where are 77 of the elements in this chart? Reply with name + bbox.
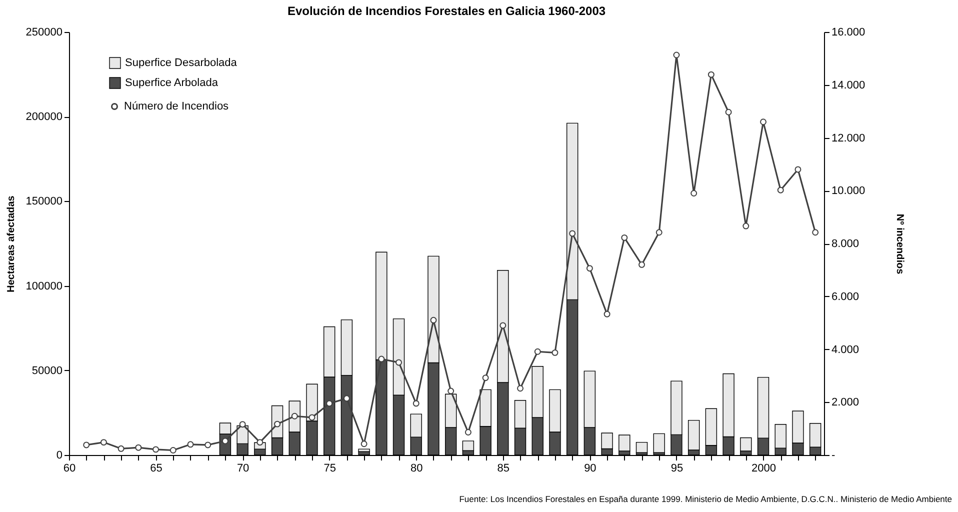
- bar: [636, 442, 648, 453]
- point: [708, 71, 714, 78]
- y-tick-label: 200000: [26, 111, 62, 124]
- point: [621, 234, 628, 241]
- x-tick-label: 95: [670, 462, 684, 474]
- point: [308, 414, 316, 421]
- x-tick-label: 85: [497, 462, 510, 474]
- point: [378, 356, 385, 362]
- point: [430, 316, 437, 324]
- y2-tick-label: 10.000: [832, 185, 866, 198]
- y2-tick-label: -: [832, 450, 836, 462]
- x-tick-label: 60: [63, 462, 76, 474]
- y2-tick-label: 6.000: [832, 290, 860, 303]
- point: [239, 421, 246, 428]
- x-tick-label: 80: [410, 462, 423, 474]
- chart-title: Evolución de Incendios Forestales en Galicia 1960-2003: [287, 4, 606, 18]
- y2-tick-label: 8.000: [832, 238, 860, 250]
- point: [742, 222, 750, 230]
- point: [482, 374, 489, 382]
- y-axis-title: Hectareas afectadas: [6, 195, 17, 292]
- point: [656, 229, 662, 236]
- y-tick-label: 150000: [26, 196, 62, 208]
- point: [204, 442, 212, 448]
- point: [326, 400, 333, 407]
- point: [604, 310, 610, 318]
- point: [291, 412, 298, 420]
- source-note: Fuente: Los Incendios Forestales en España durante 1999. Ministerio de Medio Ambiente, D.G.C.N.. Ministerio de Medio Ambiente: [458, 494, 952, 504]
- point: [135, 444, 142, 451]
- point: [812, 229, 819, 236]
- y2-tick-label: 14.000: [832, 79, 866, 92]
- x-tick-label: 70: [236, 462, 250, 474]
- point: [274, 420, 281, 428]
- y2-tick-label: 16.000: [832, 26, 866, 38]
- x-tick-label: 2000: [752, 462, 776, 474]
- legend-label: Número de Incendios: [124, 100, 230, 112]
- point: [552, 349, 558, 356]
- point: [673, 52, 680, 58]
- y-tick-label: 100000: [26, 280, 62, 292]
- point: [152, 446, 160, 453]
- y-tick-label: 250000: [26, 26, 62, 38]
- y2-tick-label: 2.000: [832, 396, 860, 409]
- y2-tick-label: 4.000: [832, 344, 860, 356]
- point: [690, 190, 698, 196]
- x-tick-label: 75: [324, 462, 336, 474]
- point: [760, 118, 766, 126]
- point: [500, 322, 506, 329]
- y2-axis-title: Nº incendios: [894, 214, 906, 275]
- legend-label: Superfice Desarbolada: [125, 57, 238, 69]
- point: [517, 385, 524, 392]
- x-tick-label: 90: [584, 462, 596, 474]
- point: [794, 166, 802, 173]
- point: [100, 439, 107, 446]
- point: [777, 186, 784, 194]
- x-tick-label: 65: [150, 462, 162, 474]
- point: [638, 261, 645, 268]
- point: [569, 230, 576, 237]
- legend-label: Superfice Arbolada: [125, 77, 219, 89]
- point: [464, 429, 472, 436]
- bar: [653, 433, 665, 453]
- point: [343, 395, 350, 402]
- point: [586, 265, 593, 272]
- y-tick-label: 50000: [32, 364, 62, 377]
- point: [187, 441, 194, 448]
- point: [396, 359, 402, 366]
- point: [360, 440, 368, 448]
- point: [83, 442, 90, 448]
- bar: [740, 437, 752, 452]
- y-tick-label: 0: [56, 450, 62, 462]
- bar: [618, 434, 630, 452]
- bar: [358, 448, 370, 452]
- point: [448, 388, 454, 394]
- point: [170, 447, 176, 454]
- point: [118, 445, 124, 452]
- y2-tick-label: 12.000: [832, 132, 866, 144]
- point: [725, 108, 732, 116]
- point: [534, 348, 541, 355]
- point: [412, 400, 420, 407]
